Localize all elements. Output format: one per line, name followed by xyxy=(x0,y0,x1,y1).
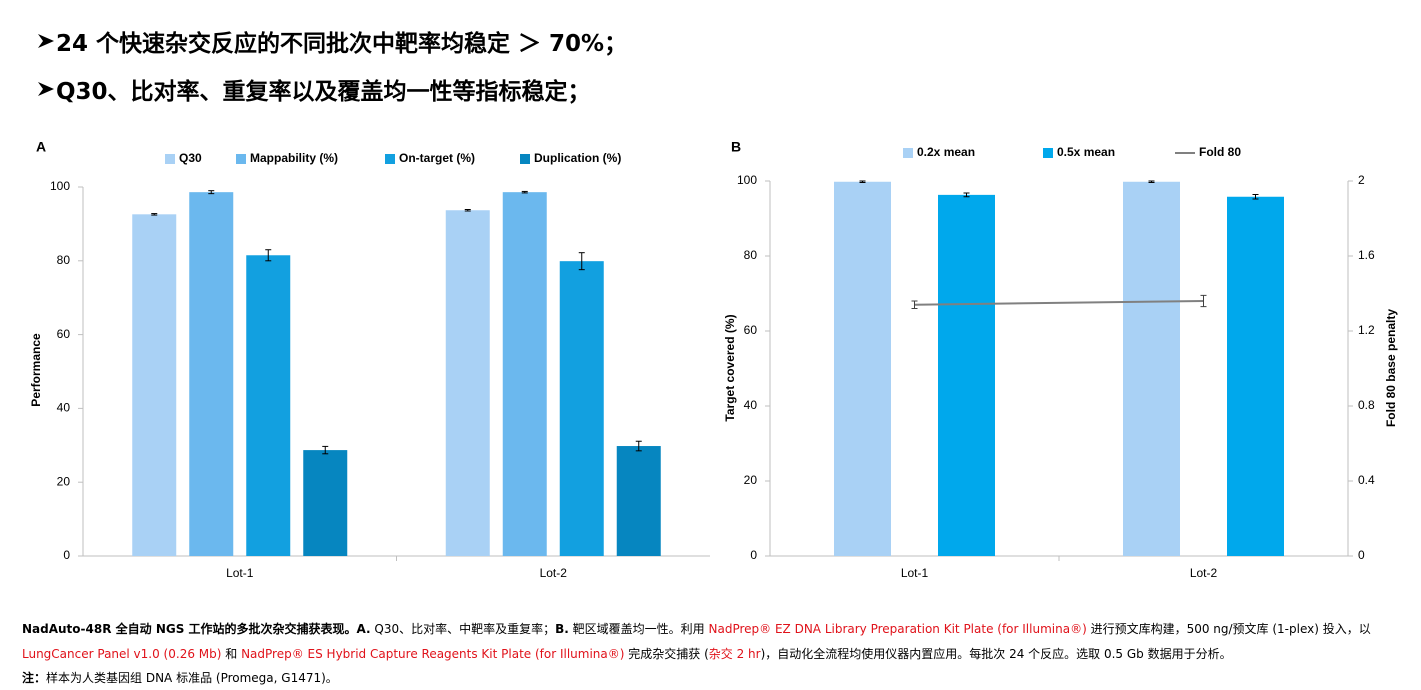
y-axis-title: Target covered (%) xyxy=(723,314,737,421)
legend-swatch xyxy=(385,154,395,164)
x-tick-label: Lot-1 xyxy=(901,566,929,580)
caption-line: LungCancer Panel v1.0 (0.26 Mb) 和 NadPre… xyxy=(22,645,1232,662)
legend-swatch xyxy=(903,148,913,158)
bar xyxy=(246,255,291,556)
legend-swatch xyxy=(520,154,530,164)
bar xyxy=(189,192,234,556)
caption-text: NadPrep® ES Hybrid Capture Reagents Kit … xyxy=(241,647,625,661)
caption-text: Q30、比对率、中靶率及重复率； xyxy=(370,622,556,636)
bar xyxy=(559,261,604,556)
bar xyxy=(616,446,661,556)
caption-text: NadPrep® EZ DNA Library Preparation Kit … xyxy=(708,622,1087,636)
legend-swatch xyxy=(236,154,246,164)
y-tick-label: 0 xyxy=(750,548,757,562)
y-tick-label: 80 xyxy=(744,248,758,262)
bar xyxy=(938,194,995,556)
y2-tick-label: 0.8 xyxy=(1358,398,1375,412)
y-tick-label: 100 xyxy=(737,173,757,187)
legend-label: 0.2x mean xyxy=(917,145,975,159)
legend-label: Mappability (%) xyxy=(250,151,338,165)
y-tick-label: 60 xyxy=(57,327,71,341)
bullet-arrow xyxy=(38,34,54,48)
y-tick-label: 100 xyxy=(50,179,70,193)
caption-text: 完成杂交捕获 ( xyxy=(624,647,709,661)
caption-text: 样本为人类基因组 DNA 标准品 (Promega, G1471)。 xyxy=(46,671,338,685)
caption-text: LungCancer Panel v1.0 (0.26 Mb) xyxy=(22,647,222,661)
caption-line: NadAuto-48R 全自动 NGS 工作站的多批次杂交捕获表现。A. Q30… xyxy=(22,620,1371,637)
caption-text: )，自动化全流程均使用仪器内置应用。每批次 24 个反应。选取 0.5 Gb 数… xyxy=(760,647,1232,661)
bar xyxy=(132,214,177,556)
legend-label: Duplication (%) xyxy=(534,151,621,165)
legend-label: Q30 xyxy=(179,151,202,165)
y2-tick-label: 0 xyxy=(1358,548,1365,562)
legend-label: 0.5x mean xyxy=(1057,145,1115,159)
y-tick-label: 80 xyxy=(57,253,71,267)
caption-text: 进行预文库构建，500 ng/预文库 (1-plex) 投入，以 xyxy=(1086,622,1371,636)
caption-text: 杂交 2 hr xyxy=(708,647,761,661)
bullet-arrow xyxy=(38,82,54,96)
caption-text: B. xyxy=(555,622,569,636)
caption-text: NadAuto-48R 全自动 NGS 工作站的多批次杂交捕获表现。A. xyxy=(22,622,371,636)
caption-text: 注： xyxy=(22,671,47,685)
x-tick-label: Lot-2 xyxy=(540,566,568,580)
y-tick-label: 40 xyxy=(744,398,758,412)
legend-label: Fold 80 xyxy=(1199,145,1241,159)
y2-tick-label: 2 xyxy=(1358,173,1365,187)
y2-tick-label: 1.6 xyxy=(1358,248,1375,262)
legend-label: On-target (%) xyxy=(399,151,475,165)
y-tick-label: 20 xyxy=(744,473,758,487)
y-tick-label: 20 xyxy=(57,474,71,488)
y2-tick-label: 0.4 xyxy=(1358,473,1375,487)
x-tick-label: Lot-1 xyxy=(226,566,254,580)
legend-swatch xyxy=(1043,148,1053,158)
caption-text: 靶区域覆盖均一性。利用 xyxy=(568,622,709,636)
heading-text: 24 个快速杂交反应的不同批次中靶率均稳定 ＞ 70%； xyxy=(56,31,628,57)
y-tick-label: 40 xyxy=(57,401,71,415)
y-tick-label: 60 xyxy=(744,323,758,337)
bar xyxy=(1227,196,1284,556)
y2-axis-title: Fold 80 base penalty xyxy=(1384,309,1398,427)
bar xyxy=(502,192,547,556)
heading: 24 个快速杂交反应的不同批次中靶率均稳定 ＞ 70%； xyxy=(36,24,627,58)
y-tick-label: 0 xyxy=(63,548,70,562)
bar xyxy=(445,210,490,556)
y-axis-title: Performance xyxy=(29,333,43,407)
y2-tick-label: 1.2 xyxy=(1358,323,1375,337)
caption-text: 和 xyxy=(221,647,242,661)
heading-text: Q30、比对率、重复率以及覆盖均一性等指标稳定； xyxy=(56,79,591,105)
line xyxy=(914,300,1204,306)
panel-label: A xyxy=(36,139,46,155)
caption-line: 注：样本为人类基因组 DNA 标准品 (Promega, G1471)。 xyxy=(22,669,338,686)
bar xyxy=(303,450,348,556)
x-tick-label: Lot-2 xyxy=(1190,566,1218,580)
bar xyxy=(834,181,891,556)
panel-label: B xyxy=(731,139,741,155)
bar xyxy=(1123,181,1180,556)
legend-swatch xyxy=(165,154,175,164)
heading: Q30、比对率、重复率以及覆盖均一性等指标稳定； xyxy=(36,72,591,106)
